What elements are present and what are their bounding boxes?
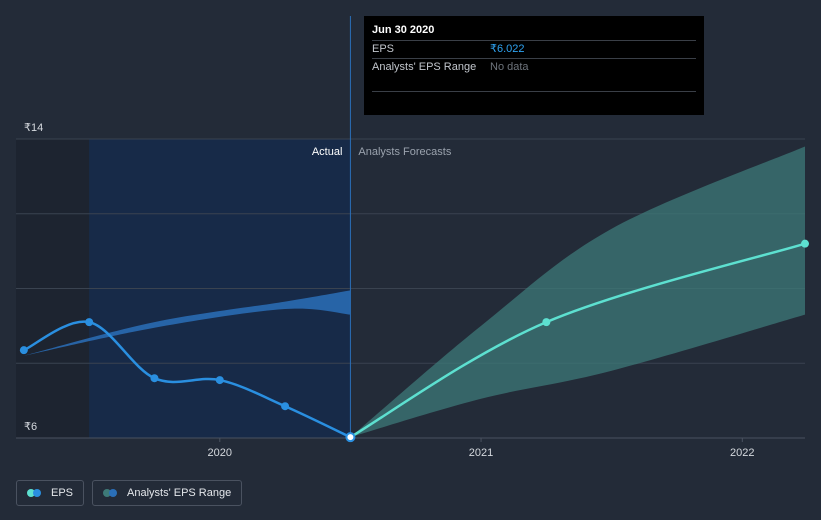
- tooltip-date: Jun 30 2020: [372, 24, 435, 36]
- tooltip-row-range: Analysts' EPS Range No data: [372, 58, 696, 92]
- chart-legend: EPS Analysts' EPS Range: [16, 480, 243, 506]
- y-tick-label-0: ₹14: [24, 122, 43, 134]
- series-1-point-2: [801, 239, 809, 248]
- eps-swatch-icon: [27, 489, 45, 497]
- hover-tooltip: Jun 30 2020 EPS ₹6.022 Analysts' EPS Ran…: [364, 16, 704, 115]
- series-0-point-4: [281, 402, 290, 411]
- tooltip-row-eps: EPS ₹6.022: [372, 40, 696, 58]
- legend-item-range[interactable]: Analysts' EPS Range: [92, 480, 243, 506]
- x-tick-label-2: 2022: [730, 447, 754, 459]
- range-swatch-icon: [103, 489, 121, 497]
- series-0-point-3: [215, 376, 224, 385]
- tooltip-range-label: Analysts' EPS Range: [372, 61, 477, 73]
- series-0-point-2: [150, 374, 159, 383]
- range-band-0: [23, 290, 351, 356]
- series-0-point-1: [85, 318, 94, 327]
- legend-range-label: Analysts' EPS Range: [127, 487, 232, 499]
- series-0-point-5: [345, 432, 356, 443]
- forecast-label: Analysts Forecasts: [358, 146, 451, 158]
- tooltip-eps-label: EPS: [372, 43, 395, 55]
- series-line-0: [23, 320, 351, 439]
- legend-eps-label: EPS: [51, 487, 74, 499]
- tooltip-eps-value: ₹6.022: [490, 43, 525, 55]
- actual-label: Actual: [312, 146, 343, 158]
- series-1-point-1: [542, 318, 551, 327]
- legend-item-eps[interactable]: EPS: [16, 480, 85, 506]
- x-tick-label-0: 2020: [208, 447, 232, 459]
- series-0-point-0: [19, 346, 28, 355]
- x-tick-label-1: 2021: [469, 447, 493, 459]
- tooltip-range-value: No data: [490, 61, 529, 73]
- y-tick-label-1: ₹6: [24, 421, 37, 433]
